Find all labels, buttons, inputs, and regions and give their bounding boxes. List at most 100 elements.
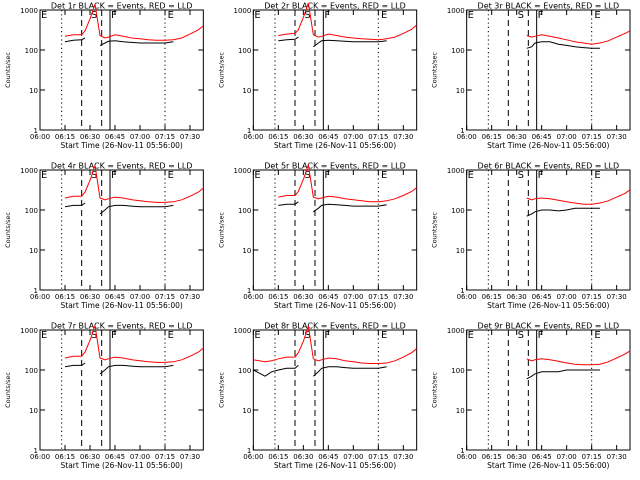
x-tick-label: 06:00 — [243, 133, 263, 141]
x-tick-label: 06:15 — [482, 453, 502, 461]
x-tick-label: 06:00 — [457, 293, 477, 301]
x-tick-label: 06:30 — [507, 293, 527, 301]
y-tick-label: 1000 — [20, 327, 38, 335]
series-line-lld — [526, 30, 631, 45]
series-line-lld — [253, 325, 417, 364]
y-tick-label: 10 — [242, 407, 251, 415]
series-line-lld — [278, 164, 417, 203]
x-tick-label: 07:15 — [155, 293, 175, 301]
panel-title: Det 5r BLACK = Events, RED = LLD — [264, 162, 406, 171]
y-tick-label: 1000 — [447, 327, 465, 335]
region-label: S — [518, 170, 524, 181]
x-axis-label: Start Time (26-Nov-11 05:56:00) — [487, 141, 609, 150]
panel-title: Det 1r BLACK = Events, RED = LLD — [51, 2, 193, 11]
region-label: E — [168, 330, 174, 341]
series-line-events — [526, 207, 600, 217]
x-tick-label: 06:15 — [55, 293, 75, 301]
detector-panel-3: Det 3r BLACK = Events, RED = LLD 1 10 100 10… — [431, 2, 631, 150]
y-tick-label: 1 — [247, 287, 251, 295]
x-tick-label: 06:30 — [293, 453, 313, 461]
region-label: E — [468, 330, 474, 341]
series-line-lld — [64, 325, 204, 363]
y-tick-label: 1000 — [234, 167, 252, 175]
series-line-lld — [278, 2, 417, 41]
plot-frame — [466, 9, 631, 131]
region-label: S — [518, 10, 524, 21]
series-line-lld — [526, 189, 631, 205]
x-tick-label: 06:00 — [30, 133, 50, 141]
series-line-lld — [526, 350, 631, 366]
x-tick-label: 06:00 — [243, 293, 263, 301]
x-tick-label: 06:45 — [532, 133, 552, 141]
x-tick-label: 07:30 — [180, 133, 200, 141]
region-label: F — [538, 170, 544, 181]
x-tick-label: 07:00 — [130, 293, 150, 301]
region-label: E — [41, 10, 47, 21]
region-label: E — [381, 10, 387, 21]
detector-panel-9: Det 9r BLACK = Events, RED = LLD 1 10 100 10… — [431, 322, 631, 470]
detector-panel-5: Det 5r BLACK = Events, RED = LLD 1 10 100 10… — [217, 162, 418, 310]
x-tick-label: 06:15 — [55, 453, 75, 461]
x-axis-label: Start Time (26-Nov-11 05:56:00) — [487, 301, 609, 310]
x-tick-label: 06:45 — [532, 293, 552, 301]
y-axis-label: Counts/sec — [431, 372, 439, 408]
region-label: S — [304, 170, 310, 181]
x-tick-label: 07:30 — [180, 453, 200, 461]
y-tick-label: 100 — [25, 47, 38, 55]
x-tick-label: 06:30 — [80, 133, 100, 141]
region-label: E — [254, 330, 260, 341]
series-line-events — [526, 369, 600, 380]
region-label: F — [111, 10, 117, 21]
detector-panel-8: Det 8r BLACK = Events, RED = LLD 1 10 100 10… — [217, 322, 418, 470]
x-tick-label: 06:15 — [482, 293, 502, 301]
x-tick-label: 06:30 — [80, 453, 100, 461]
plot-frame — [466, 329, 631, 451]
series-line-events — [64, 37, 86, 43]
panel-title: Det 6r BLACK = Events, RED = LLD — [478, 162, 620, 171]
panel-title: Det 9r BLACK = Events, RED = LLD — [478, 322, 620, 331]
x-tick-label: 06:45 — [318, 293, 338, 301]
x-tick-label: 06:00 — [457, 133, 477, 141]
plot-frame — [252, 169, 418, 291]
series-line-lld — [64, 4, 204, 41]
series-line-lld — [64, 165, 204, 203]
x-tick-label: 07:15 — [368, 293, 388, 301]
x-tick-label: 07:00 — [130, 133, 150, 141]
y-axis-label: Counts/sec — [4, 212, 12, 248]
x-tick-label: 07:30 — [393, 133, 413, 141]
y-tick-label: 1 — [460, 287, 464, 295]
x-tick-label: 06:45 — [105, 453, 125, 461]
x-tick-label: 07:30 — [607, 453, 627, 461]
x-tick-label: 06:15 — [482, 133, 502, 141]
y-tick-label: 10 — [456, 247, 465, 255]
y-axis-label: Counts/sec — [217, 212, 225, 248]
y-tick-label: 100 — [25, 207, 38, 215]
x-axis-label: Start Time (26-Nov-11 05:56:00) — [274, 461, 396, 470]
y-axis-label: Counts/sec — [431, 212, 439, 248]
series-line-events — [313, 203, 387, 213]
y-tick-label: 1000 — [447, 167, 465, 175]
region-label: E — [594, 170, 600, 181]
y-tick-label: 1000 — [20, 7, 38, 15]
x-tick-label: 07:00 — [343, 133, 363, 141]
region-label: E — [254, 10, 260, 21]
y-tick-label: 10 — [29, 407, 38, 415]
y-tick-label: 1000 — [20, 167, 38, 175]
y-tick-label: 1000 — [234, 327, 252, 335]
region-label: F — [111, 170, 117, 181]
x-axis-label: Start Time (26-Nov-11 05:56:00) — [274, 301, 396, 310]
x-tick-label: 07:15 — [582, 453, 602, 461]
x-tick-label: 06:45 — [318, 453, 338, 461]
x-tick-label: 06:30 — [507, 453, 527, 461]
series-line-events — [99, 364, 174, 375]
y-tick-label: 100 — [451, 367, 464, 375]
series-line-events — [526, 41, 600, 49]
y-tick-label: 1 — [34, 287, 38, 295]
region-label: E — [41, 170, 47, 181]
x-tick-label: 06:45 — [105, 293, 125, 301]
y-tick-label: 100 — [451, 47, 464, 55]
x-tick-label: 07:30 — [393, 453, 413, 461]
panel-title: Det 3r BLACK = Events, RED = LLD — [478, 2, 620, 11]
region-label: E — [381, 330, 387, 341]
series-line-events — [278, 36, 299, 42]
